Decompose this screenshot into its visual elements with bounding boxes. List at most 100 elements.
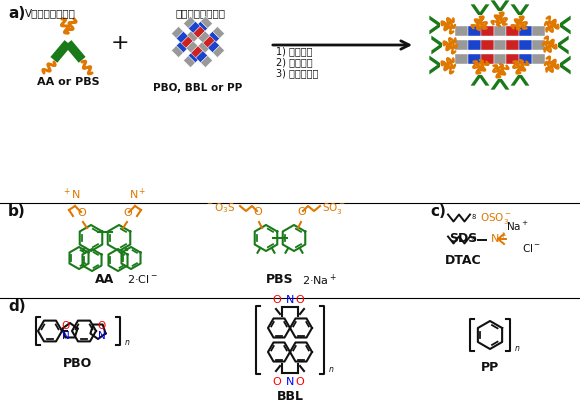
Text: +: + xyxy=(111,33,129,53)
Text: PP: PP xyxy=(481,361,499,374)
Text: O: O xyxy=(98,321,106,331)
Polygon shape xyxy=(478,75,490,86)
Bar xyxy=(481,26,494,36)
Text: a): a) xyxy=(8,6,26,21)
Polygon shape xyxy=(195,21,208,33)
Polygon shape xyxy=(213,27,224,38)
Text: N: N xyxy=(62,331,70,341)
Text: N: N xyxy=(98,331,106,341)
Polygon shape xyxy=(203,36,215,48)
Bar xyxy=(532,40,545,50)
Text: 2) 水の添加: 2) 水の添加 xyxy=(276,57,313,67)
Text: PBO: PBO xyxy=(63,357,93,370)
Polygon shape xyxy=(191,26,203,38)
Polygon shape xyxy=(558,43,568,54)
Bar xyxy=(494,40,506,50)
Polygon shape xyxy=(560,23,571,34)
Polygon shape xyxy=(498,0,509,11)
Text: 3) 超音波照射: 3) 超音波照射 xyxy=(276,68,318,78)
Polygon shape xyxy=(183,17,195,29)
Bar xyxy=(455,54,468,64)
Polygon shape xyxy=(518,4,530,15)
Bar xyxy=(506,40,519,50)
Polygon shape xyxy=(195,51,208,62)
Polygon shape xyxy=(213,46,224,58)
Polygon shape xyxy=(176,31,188,43)
Text: O: O xyxy=(124,208,132,218)
Text: $_8$: $_8$ xyxy=(471,233,477,243)
Text: SDS: SDS xyxy=(449,232,477,245)
Bar xyxy=(519,40,532,50)
Bar xyxy=(468,26,481,36)
Text: PBO, BBL or PP: PBO, BBL or PP xyxy=(153,83,242,93)
Bar xyxy=(468,54,481,64)
Polygon shape xyxy=(491,79,502,89)
Text: BBL: BBL xyxy=(277,390,303,403)
Polygon shape xyxy=(201,56,212,68)
Bar xyxy=(519,26,532,36)
Text: O: O xyxy=(253,207,262,217)
Text: $_n$: $_n$ xyxy=(328,365,335,375)
Polygon shape xyxy=(478,4,490,15)
Bar xyxy=(455,26,468,36)
Polygon shape xyxy=(432,43,442,54)
Text: 2·Cl$^-$: 2·Cl$^-$ xyxy=(127,273,158,285)
Polygon shape xyxy=(50,40,71,63)
Text: AA: AA xyxy=(95,273,115,286)
Bar xyxy=(481,54,494,64)
Polygon shape xyxy=(181,36,193,48)
Text: DTAC: DTAC xyxy=(445,254,481,267)
Bar xyxy=(481,40,494,50)
Polygon shape xyxy=(198,31,210,43)
Polygon shape xyxy=(172,46,183,58)
Text: b): b) xyxy=(8,204,26,219)
Polygon shape xyxy=(470,4,482,15)
Bar xyxy=(506,26,519,36)
Polygon shape xyxy=(429,63,440,75)
Polygon shape xyxy=(560,16,571,27)
Text: O: O xyxy=(273,377,281,387)
Text: PBS: PBS xyxy=(266,273,294,286)
Text: 超難溶性ポリマー: 超難溶性ポリマー xyxy=(175,8,225,18)
Text: c): c) xyxy=(430,204,446,219)
Polygon shape xyxy=(191,46,203,58)
Text: V型両親媒性分子: V型両親媒性分子 xyxy=(25,8,76,18)
Polygon shape xyxy=(183,56,195,68)
Polygon shape xyxy=(186,31,198,43)
Polygon shape xyxy=(203,36,215,48)
Polygon shape xyxy=(510,75,522,86)
Polygon shape xyxy=(491,0,502,11)
Text: N$^+$: N$^+$ xyxy=(129,187,147,202)
Text: AA or PBS: AA or PBS xyxy=(37,77,99,87)
Text: SO$_3^-$: SO$_3^-$ xyxy=(322,201,346,216)
Polygon shape xyxy=(201,17,212,29)
Polygon shape xyxy=(208,41,220,53)
Polygon shape xyxy=(560,63,571,75)
Text: $^-$O$_3$S: $^-$O$_3$S xyxy=(205,201,236,215)
Text: O: O xyxy=(62,321,70,331)
Polygon shape xyxy=(518,75,530,86)
Polygon shape xyxy=(208,31,220,43)
Polygon shape xyxy=(64,40,86,63)
Text: Cl$^-$: Cl$^-$ xyxy=(522,242,541,254)
Text: $_n$: $_n$ xyxy=(514,344,520,353)
Polygon shape xyxy=(193,46,205,58)
Text: Na$^+$: Na$^+$ xyxy=(506,220,529,233)
Text: O: O xyxy=(296,377,304,387)
Text: O: O xyxy=(273,295,281,305)
Bar xyxy=(506,54,519,64)
Polygon shape xyxy=(429,16,440,27)
Text: d): d) xyxy=(8,299,26,314)
Polygon shape xyxy=(429,23,440,34)
Polygon shape xyxy=(198,41,210,53)
Text: N: N xyxy=(286,295,294,305)
Text: 2·Na$^+$: 2·Na$^+$ xyxy=(302,273,337,288)
Polygon shape xyxy=(510,4,522,15)
Polygon shape xyxy=(193,26,205,38)
Polygon shape xyxy=(560,56,571,67)
Text: $_8$: $_8$ xyxy=(471,212,477,222)
Polygon shape xyxy=(176,41,188,53)
Polygon shape xyxy=(188,51,200,62)
Text: O: O xyxy=(78,208,86,218)
Polygon shape xyxy=(498,79,509,89)
